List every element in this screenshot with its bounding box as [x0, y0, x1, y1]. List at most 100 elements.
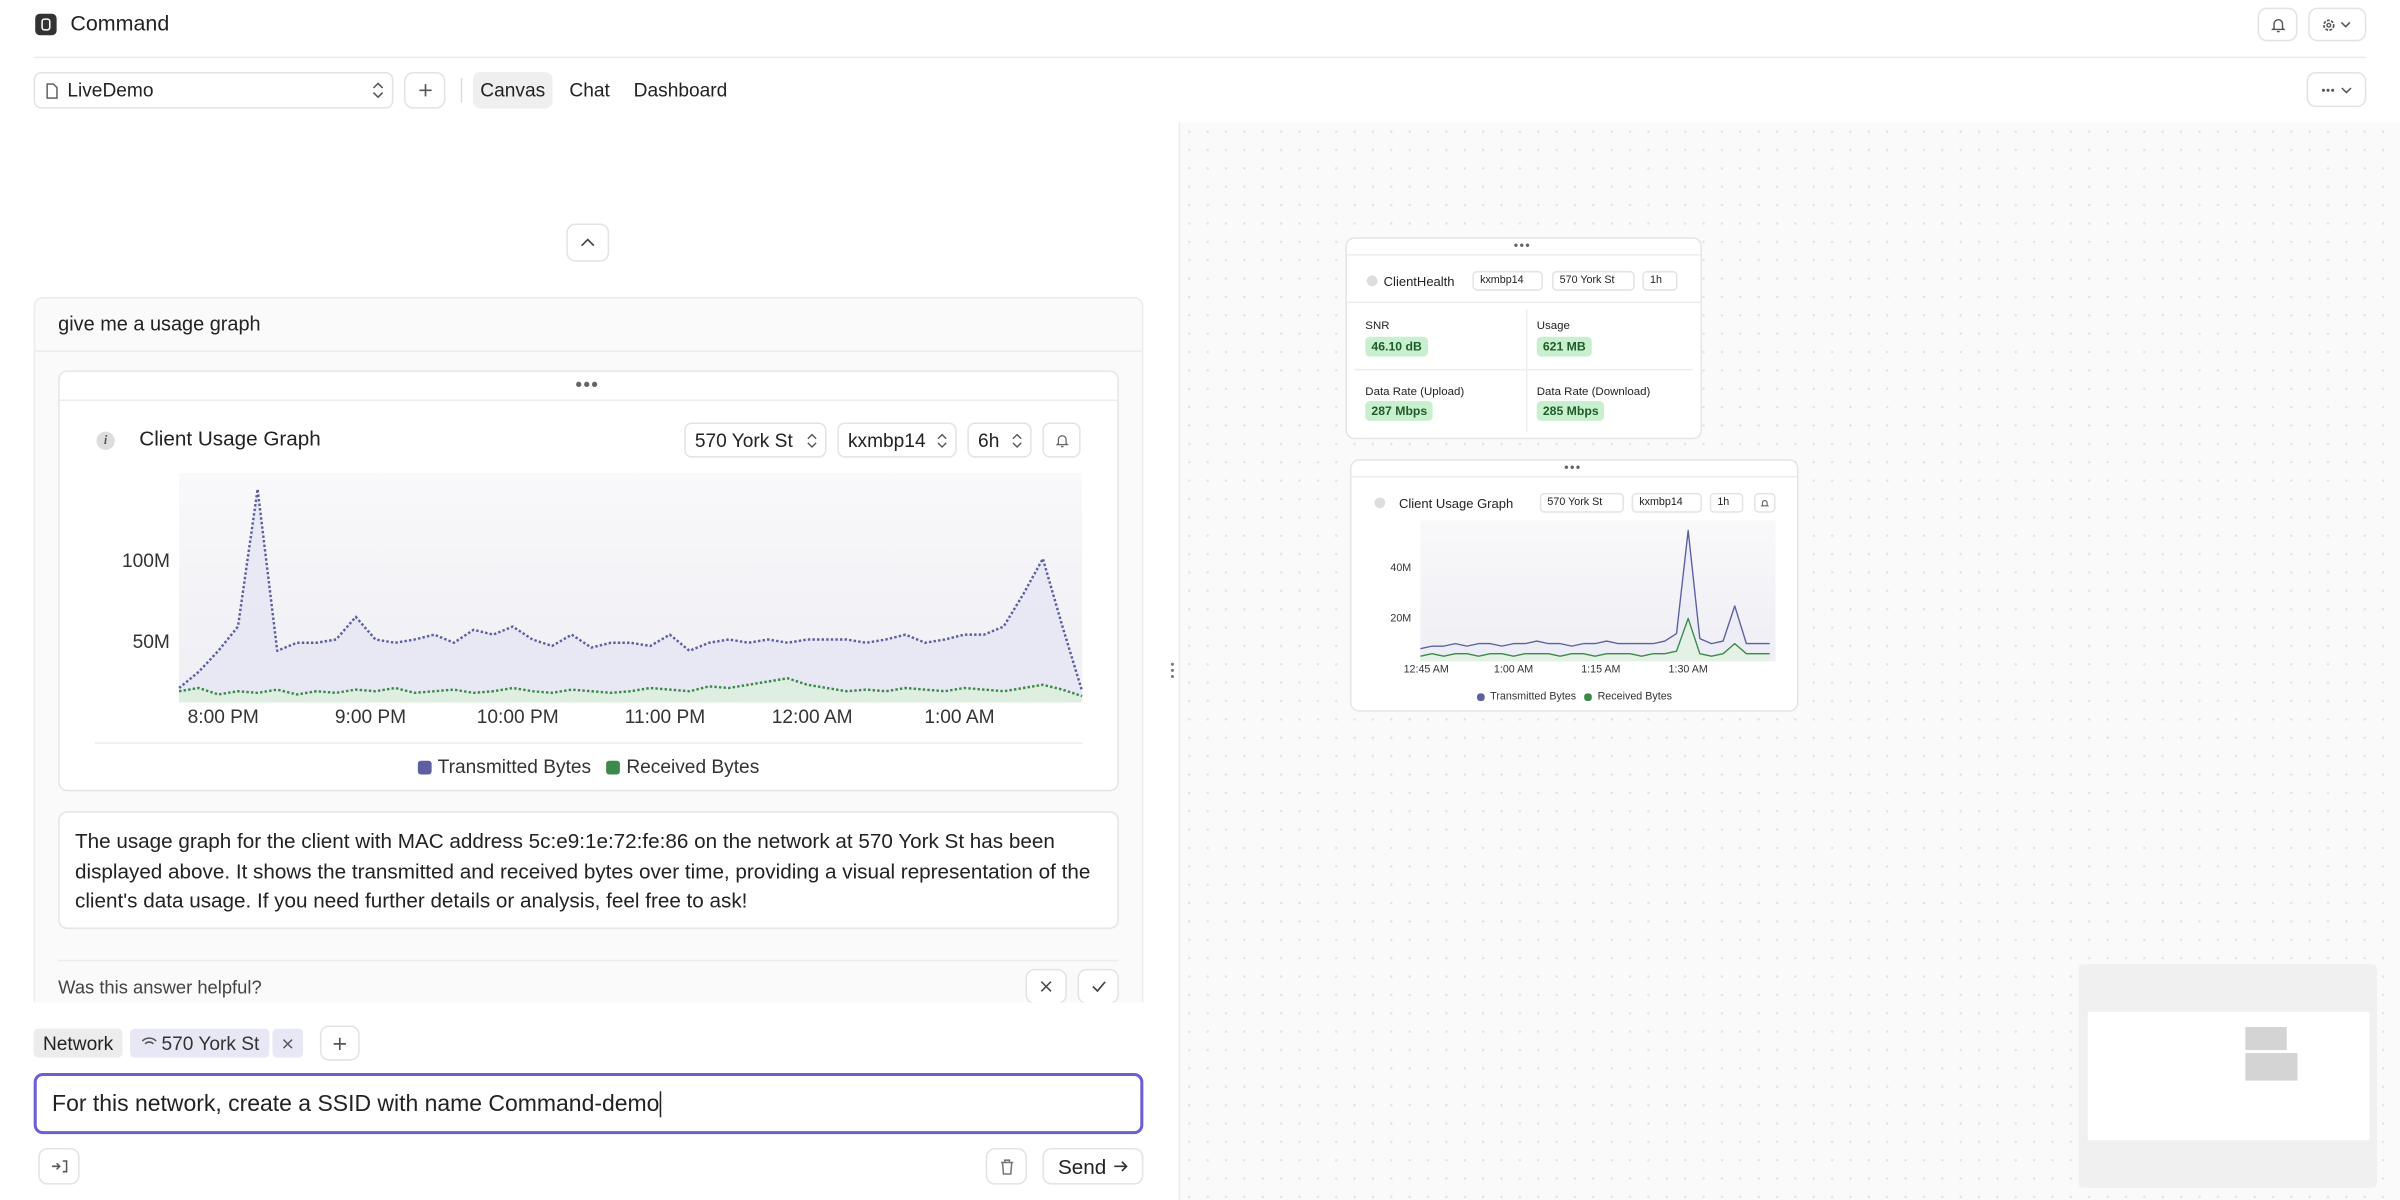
send-label: Send: [1058, 1154, 1107, 1178]
series-area: [179, 678, 1083, 703]
user-prompt: give me a usage graph: [58, 312, 261, 336]
widget-title: ClientHealth: [1383, 273, 1455, 290]
range-filter[interactable]: 1h: [1709, 492, 1744, 513]
feedback-question: Was this answer helpful?: [58, 976, 262, 998]
logo: [35, 13, 57, 36]
more-button[interactable]: [2306, 71, 2367, 108]
tab-chat[interactable]: Chat: [569, 79, 610, 102]
app-title: Command: [70, 10, 170, 36]
filter-label: kxmbp14: [1480, 275, 1524, 287]
y-tick-label: 100M: [122, 551, 170, 572]
filter-label: 1h: [1649, 275, 1662, 287]
assistant-answer: The usage graph for the client with MAC …: [58, 811, 1119, 930]
x-tick-label: 12:00 AM: [772, 707, 853, 728]
x-tick-label: 1:00 AM: [1494, 663, 1533, 675]
series-area: [179, 489, 1083, 703]
series-line: [178, 487, 1084, 692]
legend-item: Transmitted Bytes: [417, 756, 591, 778]
network-filter[interactable]: 570 York St: [1552, 270, 1635, 291]
health-divider: [1354, 368, 1693, 371]
filter-label: 570 York St: [1547, 497, 1603, 509]
range-filter[interactable]: 6h: [967, 422, 1032, 458]
legend-swatch: [417, 760, 432, 775]
legend-label: Transmitted Bytes: [1490, 691, 1577, 703]
alert-button[interactable]: [1042, 422, 1081, 458]
client-filter[interactable]: kxmbp14: [1472, 270, 1543, 291]
helpful-button[interactable]: [1077, 968, 1119, 1005]
info-icon[interactable]: i: [96, 431, 115, 450]
attach-button[interactable]: [38, 1147, 80, 1185]
legend-swatch: [606, 760, 621, 775]
series-line: [1420, 529, 1770, 650]
header-divider: [33, 56, 2367, 59]
send-button[interactable]: Send: [1042, 1147, 1144, 1185]
add-workspace-button[interactable]: [404, 71, 446, 109]
toolbar-separator: [460, 78, 463, 103]
drag-handle[interactable]: •••: [1513, 238, 1532, 253]
info-icon[interactable]: [1366, 275, 1378, 287]
alert-button[interactable]: [1754, 492, 1776, 513]
info-icon[interactable]: [1374, 497, 1386, 509]
network-filter[interactable]: 570 York St: [1539, 492, 1624, 513]
metric-label: Usage: [1536, 318, 1570, 333]
y-tick-label: 50M: [133, 632, 170, 653]
network-tag: 570 York St: [130, 1028, 270, 1058]
legend-item: Received Bytes: [1583, 691, 1673, 703]
workspace-name: LiveDemo: [67, 79, 154, 102]
metric-value: 287 Mbps: [1365, 401, 1434, 421]
minimap[interactable]: [2078, 964, 2378, 1188]
metric-value: 621 MB: [1536, 336, 1592, 357]
x-tick-label: 9:00 PM: [335, 707, 406, 728]
remove-tag-button[interactable]: [272, 1028, 304, 1058]
tag-label: 570 York St: [161, 1032, 260, 1054]
scroll-up-button[interactable]: [566, 223, 610, 262]
series-line: [178, 677, 1083, 698]
filter-label: 1h: [1717, 497, 1730, 509]
health-divider: [1346, 301, 1701, 304]
workspace-select[interactable]: LiveDemo: [33, 71, 394, 109]
metric-value: 46.10 dB: [1365, 336, 1428, 357]
legend-label: Received Bytes: [1597, 691, 1673, 703]
legend-swatch: [1583, 693, 1592, 702]
client-filter[interactable]: kxmbp14: [837, 422, 957, 458]
feedback-divider: [58, 959, 1119, 962]
notifications-button[interactable]: [2257, 7, 2298, 42]
x-tick-label: 12:45 AM: [1404, 663, 1449, 675]
add-tag-button[interactable]: [319, 1025, 360, 1061]
widget-divider: [1351, 476, 1797, 478]
drag-handle[interactable]: •••: [1564, 460, 1582, 475]
tab-canvas[interactable]: Canvas: [472, 71, 553, 109]
usage-chart: 20M 40M 12:45 AM 1:00 AM 1:15 AM 1:30 AM: [1390, 520, 1776, 675]
filter-label: 6h: [978, 429, 1000, 451]
settings-button[interactable]: [2308, 7, 2367, 42]
input-text: For this network, create a SSID with nam…: [52, 1090, 660, 1117]
x-tick-label: 1:15 AM: [1581, 663, 1620, 675]
message-input[interactable]: For this network, create a SSID with nam…: [33, 1072, 1144, 1135]
series-area: [1420, 530, 1770, 662]
x-tick-label: 10:00 PM: [477, 707, 559, 728]
x-tick-label: 11:00 PM: [625, 707, 705, 728]
legend-swatch: [1476, 693, 1485, 702]
legend-divider: [94, 742, 1083, 744]
plot-area: [1420, 520, 1776, 662]
clear-button[interactable]: [985, 1147, 1028, 1185]
metric-label: Data Rate (Upload): [1365, 384, 1465, 398]
caret: [659, 1090, 661, 1117]
filter-label: 570 York St: [694, 429, 793, 451]
legend-item: Received Bytes: [606, 756, 759, 778]
client-filter[interactable]: kxmbp14: [1631, 492, 1703, 513]
filter-label: kxmbp14: [1639, 497, 1683, 509]
metric-label: Data Rate (Download): [1536, 384, 1651, 398]
resize-handle[interactable]: [1169, 660, 1175, 681]
not-helpful-button[interactable]: [1025, 968, 1067, 1005]
series-line: [1420, 617, 1770, 657]
range-filter[interactable]: 1h: [1642, 270, 1678, 291]
metric-value: 285 Mbps: [1536, 401, 1605, 421]
filter-label: kxmbp14: [847, 429, 926, 451]
health-divider: [1526, 309, 1528, 432]
usage-chart: 50M 100M 8:00 PM 9:00 PM 10:00 PM 11:00 PM 12:…: [122, 472, 1084, 728]
tab-dashboard[interactable]: Dashboard: [633, 79, 728, 102]
network-filter[interactable]: 570 York St: [684, 422, 827, 458]
drag-handle[interactable]: •••: [575, 373, 600, 395]
